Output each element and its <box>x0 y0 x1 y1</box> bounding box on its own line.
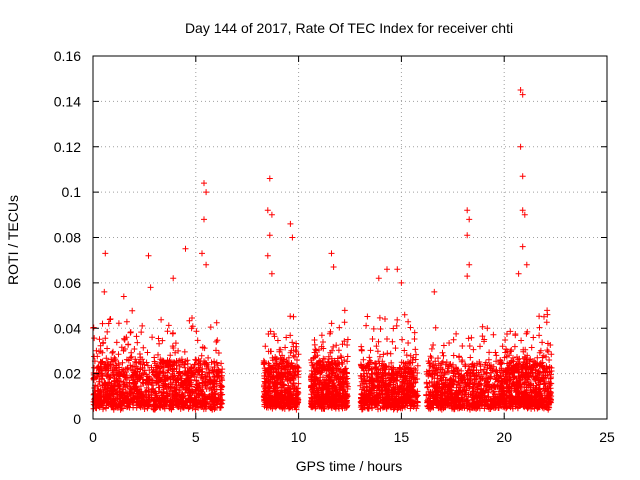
x-tick-label: 20 <box>496 429 512 445</box>
y-tick-label: 0.02 <box>54 366 81 382</box>
x-tick-label: 5 <box>192 429 200 445</box>
axis-ticks: 0 5 10 15 20 25 0 0.02 0.04 0.06 0.08 0.1 0.12 0.14 0.… <box>54 48 615 445</box>
roti-point-markers <box>90 87 555 413</box>
y-tick-label: 0.14 <box>54 93 81 109</box>
y-tick-label: 0 <box>73 411 81 427</box>
y-axis-label: ROTI / TECUs <box>5 195 21 285</box>
x-tick-label: 0 <box>89 429 97 445</box>
y-tick-label: 0.04 <box>54 320 81 336</box>
y-tick-label: 0.12 <box>54 139 81 155</box>
x-tick-label: 10 <box>291 429 307 445</box>
x-tick-label: 15 <box>394 429 410 445</box>
chart-title: Day 144 of 2017, Rate Of TEC Index for r… <box>185 20 513 36</box>
x-tick-label: 25 <box>599 429 615 445</box>
x-axis-label: GPS time / hours <box>296 458 403 474</box>
data-points <box>90 87 555 413</box>
y-tick-label: 0.16 <box>54 48 81 64</box>
y-tick-label: 0.08 <box>54 230 81 246</box>
y-tick-label: 0.1 <box>62 184 82 200</box>
y-tick-label: 0.06 <box>54 275 81 291</box>
